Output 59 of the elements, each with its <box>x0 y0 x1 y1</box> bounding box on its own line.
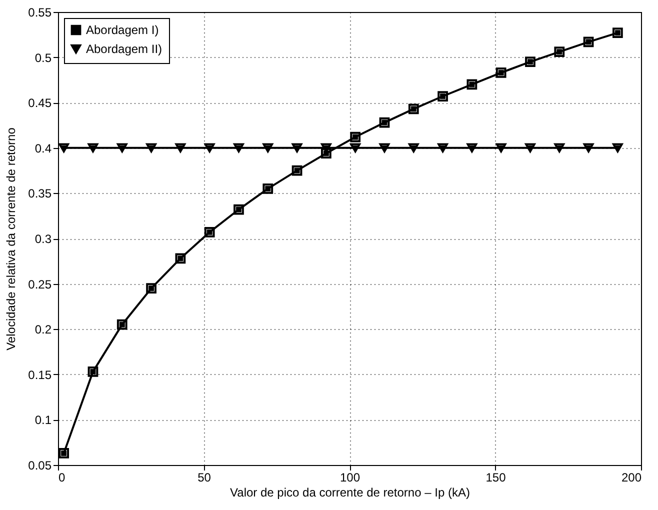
point <box>88 366 98 377</box>
x-axis-title: Valor de pico da corrente de retorno – Ip (kA) <box>230 486 470 500</box>
point <box>554 46 565 58</box>
point <box>175 143 186 153</box>
point <box>320 148 332 159</box>
y-tick-label: 0.2 <box>34 322 52 337</box>
point <box>350 143 361 153</box>
x-tick-label: 200 <box>621 470 642 484</box>
point <box>58 448 70 458</box>
y-tick-label: 0.55 <box>28 6 52 20</box>
point <box>204 143 215 153</box>
y-tick-label: 0.5 <box>34 50 52 65</box>
point <box>292 165 302 176</box>
point <box>350 132 361 142</box>
point <box>525 143 536 153</box>
point <box>466 143 478 153</box>
point <box>58 143 70 153</box>
point <box>146 283 156 294</box>
y-tick-label: 0.45 <box>28 96 52 110</box>
point <box>583 143 594 153</box>
x-tick-label: 50 <box>198 470 212 484</box>
point <box>466 79 478 90</box>
point <box>234 204 244 215</box>
point <box>612 143 623 153</box>
point <box>554 143 565 153</box>
point <box>408 104 419 114</box>
legend-label: Abordagem I) <box>86 23 159 37</box>
point <box>438 143 448 153</box>
point <box>583 36 594 48</box>
point <box>525 56 536 68</box>
point <box>292 143 302 153</box>
point <box>175 253 186 264</box>
y-tick-label: 0.3 <box>34 232 52 246</box>
point <box>116 143 128 153</box>
y-tick-label: 0.25 <box>28 277 52 292</box>
y-tick-label: 0.15 <box>28 368 52 382</box>
x-tick-label: 0 <box>58 470 66 484</box>
x-tick-label: 100 <box>340 470 360 484</box>
point <box>88 143 98 153</box>
point <box>438 91 448 102</box>
y-tick-label: 0.05 <box>28 458 52 472</box>
legend-label: Abordagem II) <box>86 42 162 56</box>
point <box>204 226 215 238</box>
point <box>262 183 274 194</box>
point <box>146 143 156 153</box>
point <box>496 68 506 78</box>
point <box>379 143 390 153</box>
point <box>408 143 419 153</box>
point <box>612 28 623 38</box>
y-tick-label: 0.4 <box>34 141 52 156</box>
x-tick-label: 150 <box>486 470 506 484</box>
y-tick-label: 0.1 <box>34 413 52 428</box>
point <box>262 143 274 153</box>
point <box>116 319 128 330</box>
point <box>496 143 506 153</box>
y-tick-label: 0.35 <box>28 186 52 201</box>
point <box>234 143 244 153</box>
point <box>379 117 390 128</box>
y-axis-title: Velocidade relativa da corrente de retorno <box>4 127 18 350</box>
